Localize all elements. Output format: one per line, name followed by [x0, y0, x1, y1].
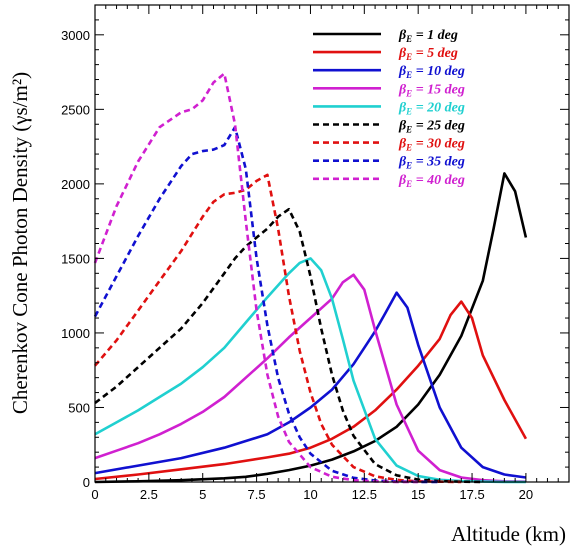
legend: βE = 1 deg βE = 5 deg βE = 10 deg βE = 15 d… — [313, 28, 465, 189]
x-tick-label: 12.5 — [352, 487, 377, 502]
series-line-2 — [94, 300, 528, 481]
x-tick-label: 17.5 — [459, 487, 484, 502]
legend-label-2: βE = 5 deg — [398, 46, 458, 62]
x-tick-label: 20 — [519, 487, 533, 502]
y-tick-label: 500 — [68, 400, 90, 415]
legend-label-3: βE = 10 deg — [398, 64, 465, 80]
series-line-1 — [94, 172, 528, 484]
series-line-9 — [93, 72, 419, 484]
y-tick-label: 0 — [83, 475, 90, 490]
y-tick-label: 3000 — [61, 28, 90, 43]
legend-label-6: βE = 25 deg — [398, 119, 465, 135]
x-tick-label: 5 — [199, 487, 206, 502]
x-axis-title: Altitude (km) — [451, 522, 566, 546]
x-tick-label: 10 — [303, 487, 317, 502]
y-tick-label: 1000 — [61, 326, 90, 341]
plot-area — [95, 5, 569, 482]
series-line-6 — [94, 207, 483, 484]
legend-label-5: βE = 20 deg — [398, 100, 465, 116]
ticks-layer: 0 2.5 5 7.5 10 12.5 15 17.5 20 0 500 1000 1500 2000 25… — [61, 5, 569, 502]
series-line-7 — [94, 173, 462, 484]
series-line-5 — [94, 257, 526, 484]
series-line-8 — [93, 125, 440, 484]
x-tick-label: 7.5 — [248, 487, 266, 502]
legend-label-7: βE = 30 deg — [398, 137, 465, 153]
y-tick-label: 1500 — [61, 251, 90, 266]
legend-label-1: βE = 1 deg — [398, 28, 458, 44]
legend-label-8: βE = 35 deg — [398, 155, 465, 171]
legend-label-9: βE = 40 deg — [398, 173, 465, 189]
series-layer — [93, 72, 528, 484]
x-tick-label: 2.5 — [140, 487, 158, 502]
series-line-3 — [94, 291, 527, 479]
y-tick-label: 2000 — [61, 177, 90, 192]
x-tick-label: 15 — [411, 487, 425, 502]
y-axis-title: Cherenkov Cone Photon Density (γs/m²) — [8, 72, 32, 414]
y-tick-label: 2500 — [61, 102, 90, 117]
legend-label-4: βE = 15 deg — [398, 82, 465, 98]
x-tick-label: 0 — [91, 487, 98, 502]
plot-frame — [94, 4, 570, 483]
